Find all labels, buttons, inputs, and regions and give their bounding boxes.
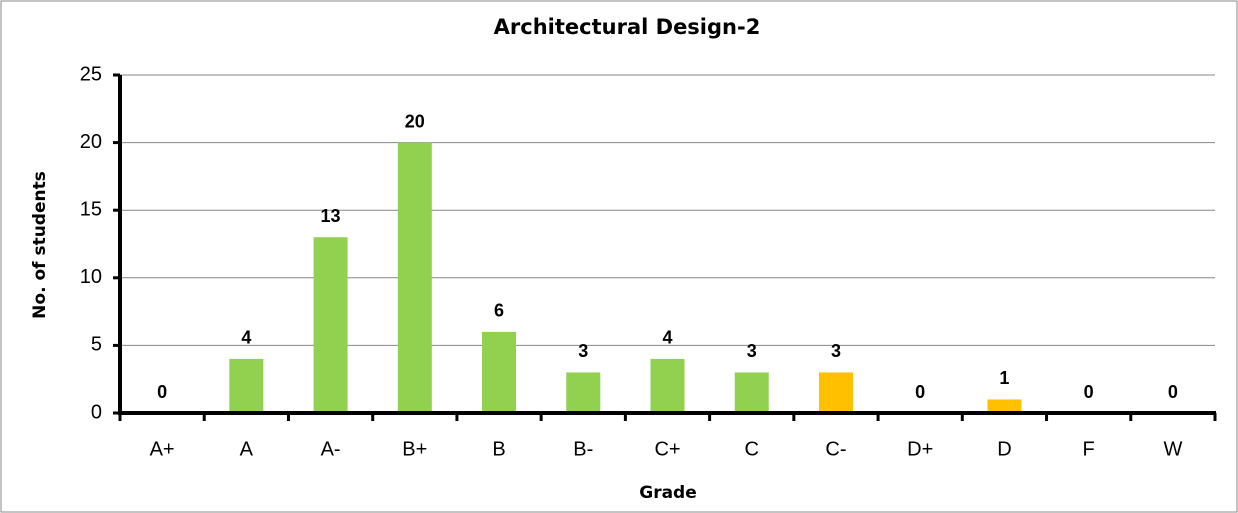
- data-label: 4: [241, 328, 251, 348]
- x-tick-label: A+: [150, 438, 175, 460]
- x-tick-label: A-: [321, 438, 341, 460]
- data-label: 13: [321, 206, 341, 226]
- x-tick-label: C-: [825, 438, 846, 460]
- x-tick-label: B-: [573, 438, 593, 460]
- bar: [229, 358, 264, 413]
- bar: [734, 372, 769, 413]
- bar: [397, 142, 432, 413]
- data-label: 1: [999, 368, 1009, 388]
- y-tick-label: 10: [80, 266, 102, 288]
- bar: [987, 399, 1022, 413]
- x-tick-label: D+: [907, 438, 933, 460]
- data-label: 0: [1084, 382, 1094, 402]
- data-label: 20: [405, 111, 425, 131]
- x-axis-label: Grade: [639, 483, 697, 503]
- data-label: 3: [747, 341, 757, 361]
- chart-title: Architectural Design-2: [494, 15, 761, 39]
- y-tick-label: 0: [91, 401, 102, 423]
- x-tick-label: B+: [402, 438, 427, 460]
- x-tick-label: A: [240, 438, 254, 460]
- data-label: 0: [157, 382, 167, 402]
- y-tick-label: 5: [91, 334, 102, 356]
- x-tick-label: D: [997, 438, 1011, 460]
- x-tick-label: C+: [654, 438, 680, 460]
- x-tick-label: C: [745, 438, 759, 460]
- bar: [818, 372, 853, 413]
- bar: [650, 358, 685, 413]
- x-tick-label: B: [492, 438, 505, 460]
- y-tick-label: 15: [80, 198, 102, 220]
- data-label: 6: [494, 301, 504, 321]
- data-label: 0: [915, 382, 925, 402]
- data-label: 0: [1168, 382, 1178, 402]
- y-axis-label: No. of students: [30, 171, 50, 319]
- x-tick-label: F: [1083, 438, 1095, 460]
- y-tick-label: 25: [80, 63, 102, 85]
- bar: [566, 372, 601, 413]
- y-tick-label: 20: [80, 131, 102, 153]
- data-label: 3: [831, 341, 841, 361]
- data-label: 4: [662, 328, 672, 348]
- data-label: 3: [578, 341, 588, 361]
- x-tick-label: W: [1163, 438, 1182, 460]
- bar: [482, 331, 517, 413]
- bar: [313, 237, 348, 413]
